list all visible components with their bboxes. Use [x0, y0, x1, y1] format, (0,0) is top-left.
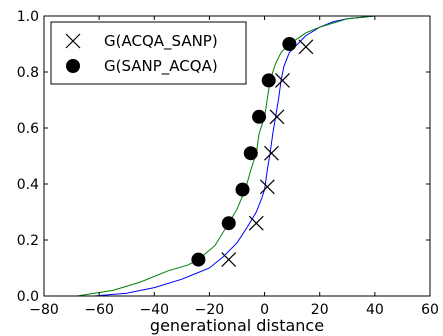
series-markers — [191, 37, 314, 268]
y-tick-label: 0.4 — [17, 177, 39, 193]
data-point-circle-1-1 — [221, 216, 236, 231]
data-point-x-0-3 — [264, 145, 279, 161]
data-point-x-0-4 — [269, 109, 285, 125]
legend-entry-acqa-sanp: G(ACQA_SANP) — [65, 32, 218, 51]
data-point-circle-1-0 — [191, 252, 206, 267]
x-tick-label: 60 — [421, 302, 439, 318]
data-point-circle-1-3 — [243, 146, 258, 161]
x-tick-label: −20 — [195, 302, 225, 318]
data-point-circle-1-2 — [235, 182, 250, 197]
data-point-x-0-1 — [248, 215, 264, 231]
data-point-x-0-6 — [298, 39, 314, 55]
legend-label-sanp-acqa: G(SANP_ACQA) — [104, 57, 218, 76]
y-tick-label: 0.8 — [17, 65, 39, 81]
legend-box — [50, 21, 247, 85]
series-curves — [77, 15, 403, 297]
data-point-circle-1-5 — [261, 73, 276, 88]
data-point-x-0-0 — [221, 252, 237, 268]
legend-label-acqa-sanp: G(ACQA_SANP) — [104, 32, 218, 51]
series-line-0 — [93, 15, 403, 297]
y-tick-label: 0.0 — [17, 289, 39, 305]
data-point-circle-1-4 — [252, 109, 267, 124]
x-tick-label: −40 — [140, 302, 170, 318]
x-tick-label: 20 — [311, 302, 329, 318]
plot-frame — [43, 15, 431, 297]
x-tick-label: 40 — [366, 302, 384, 318]
series-line-1 — [77, 15, 403, 297]
legend: G(ACQA_SANP) G(SANP_ACQA) — [50, 21, 247, 85]
x-tick-label: 0 — [260, 302, 269, 318]
data-point-x-0-2 — [259, 179, 275, 195]
y-tick-label: 0.2 — [17, 233, 39, 249]
data-point-circle-1-6 — [282, 37, 297, 51]
legend-marker-x-icon — [65, 33, 81, 49]
y-tick-label: 1.0 — [17, 9, 39, 25]
y-tick-label: 0.6 — [17, 121, 39, 137]
legend-marker-circle-icon — [66, 59, 80, 73]
axis-ticks: −80 −60 −40 −20 0 20 40 60 0.0 0.2 0.4 0.6 0.8 1.0 — [17, 9, 439, 318]
legend-entry-sanp-acqa: G(SANP_ACQA) — [66, 57, 218, 76]
x-tick-label: −80 — [29, 302, 59, 318]
x-tick-label: −60 — [84, 302, 114, 318]
data-point-x-0-5 — [275, 72, 290, 88]
x-axis-label: generational distance — [150, 316, 324, 335]
